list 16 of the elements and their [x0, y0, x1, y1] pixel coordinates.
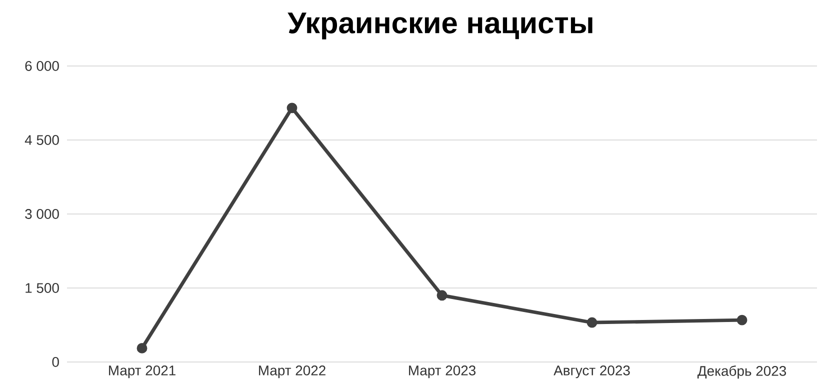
- point: [586, 317, 598, 328]
- x-tick-label: Март 2022: [259, 366, 326, 378]
- y-tick-label: 3 000: [25, 209, 59, 219]
- y-tick-label: 6 000: [25, 61, 59, 71]
- point: [286, 102, 298, 114]
- x-tick-label: Март 2023: [409, 366, 476, 378]
- point: [436, 290, 448, 301]
- y-tick-label: 4 500: [24, 135, 59, 145]
- y-tick-label: 0: [52, 357, 59, 367]
- y-tick-label: 1 500: [26, 283, 59, 293]
- point: [736, 314, 748, 326]
- x-tick-label: Март 2021: [109, 366, 176, 378]
- x-tick-label: Декабрь 2023: [697, 366, 786, 379]
- x-tick-label: Август 2023: [554, 366, 630, 378]
- point: [136, 342, 148, 354]
- chart-title: Украинские нацисты: [288, 12, 592, 40]
